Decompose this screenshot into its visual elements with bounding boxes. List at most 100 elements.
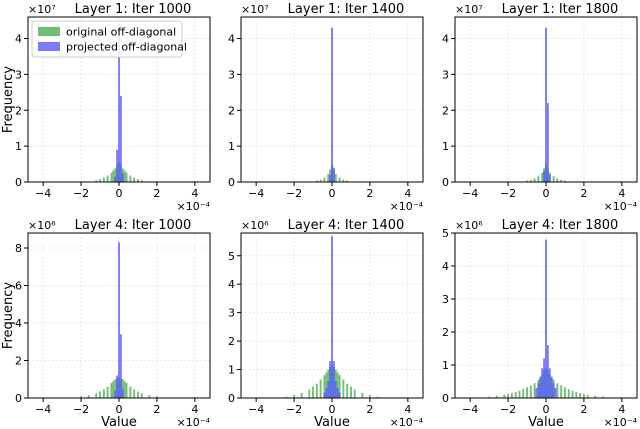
histogram-bar bbox=[137, 179, 139, 182]
histogram-bar bbox=[285, 396, 288, 398]
y-tick-label: 3 bbox=[442, 293, 449, 306]
histogram-bar bbox=[338, 177, 341, 182]
x-tick-label: 0 bbox=[116, 187, 123, 200]
y-tick-label: 2 bbox=[442, 326, 449, 339]
y-tick-label: 4 bbox=[228, 278, 235, 291]
histogram-bar bbox=[368, 395, 371, 398]
x-offset-label: ×10⁻⁴ bbox=[177, 416, 211, 429]
y-tick-label: 2 bbox=[442, 104, 449, 117]
legend-label: projected off-diagonal bbox=[66, 41, 187, 54]
histogram-bar bbox=[323, 392, 326, 398]
histogram-bar bbox=[342, 179, 345, 182]
x-tick-label: −4 bbox=[462, 187, 478, 200]
histogram-bar bbox=[137, 391, 139, 398]
histogram-bar bbox=[329, 174, 332, 182]
x-tick-label: −2 bbox=[286, 187, 302, 200]
histogram-bar bbox=[545, 239, 547, 398]
histogram-bar bbox=[552, 383, 555, 398]
y-tick-label: 1 bbox=[15, 140, 22, 153]
y-tick-label: 1 bbox=[442, 359, 449, 372]
histogram-bar bbox=[353, 389, 356, 398]
histogram-bar bbox=[118, 242, 120, 398]
x-offset-label: ×10⁻⁴ bbox=[177, 200, 211, 213]
legend-swatch bbox=[38, 42, 60, 51]
y-tick-label: 4 bbox=[228, 33, 235, 46]
histogram-bar bbox=[323, 177, 326, 182]
histogram-bar bbox=[118, 24, 120, 182]
y-offset-label: ×10⁷ bbox=[28, 3, 56, 16]
x-tick-label: 0 bbox=[329, 403, 336, 416]
histogram-bar bbox=[315, 180, 318, 182]
panel-title: Layer 1: Iter 1800 bbox=[502, 2, 619, 17]
histogram-bar bbox=[102, 389, 105, 398]
x-tick-label: −4 bbox=[248, 187, 264, 200]
y-tick-label: 0 bbox=[442, 392, 449, 405]
histogram-bar bbox=[327, 380, 330, 398]
chart-panel-1: −4 −2 0 2 4 0 1 2 3 4 ×10⁷ ×10⁻⁴ Layer 1: Iter 1000 F… bbox=[1, 2, 211, 213]
y-offset-label: ×10⁶ bbox=[28, 219, 56, 232]
histogram-bar bbox=[99, 391, 101, 398]
histogram-bar bbox=[336, 372, 339, 398]
histogram-bar bbox=[331, 27, 333, 183]
histogram-bar bbox=[125, 172, 128, 182]
x-offset-label: ×10⁻⁴ bbox=[604, 416, 638, 429]
histogram-bar bbox=[308, 389, 311, 398]
chart-panel-4: −4 −2 0 2 4 0 2 4 6 8 ×10⁶ ×10⁻⁴ Layer 4: Iter 1000 F… bbox=[1, 218, 211, 429]
histogram-bar bbox=[594, 395, 597, 398]
histogram-bar bbox=[121, 173, 124, 182]
histogram-bar bbox=[556, 178, 559, 182]
histogram-bar bbox=[123, 381, 126, 398]
y-tick-label: 4 bbox=[442, 260, 449, 273]
histogram-bar bbox=[319, 179, 322, 182]
x-tick-label: 4 bbox=[191, 187, 198, 200]
legend-box bbox=[31, 20, 183, 58]
histogram-bar bbox=[575, 392, 578, 398]
y-tick-label: 1 bbox=[228, 364, 235, 377]
histogram-bar bbox=[293, 395, 296, 398]
histogram-bar bbox=[346, 180, 349, 182]
y-tick-label: 8 bbox=[15, 242, 22, 255]
y-tick-label: 0 bbox=[15, 392, 22, 405]
histogram-bar bbox=[526, 180, 528, 182]
histogram-bar bbox=[114, 390, 117, 398]
histogram-bar bbox=[552, 176, 555, 182]
x-offset-label: ×10⁻⁴ bbox=[390, 416, 424, 429]
y-axis-label: Frequency bbox=[1, 282, 16, 349]
histogram-bar bbox=[510, 393, 513, 398]
histogram-bar bbox=[522, 389, 525, 398]
histogram-bar bbox=[346, 383, 349, 398]
histogram-bar bbox=[114, 168, 117, 182]
x-axis-label: Value bbox=[528, 415, 564, 429]
histogram-bar bbox=[507, 394, 510, 398]
histogram-bar bbox=[334, 174, 337, 182]
histogram-bar bbox=[539, 376, 542, 398]
histogram-bar bbox=[554, 388, 557, 398]
y-tick-label: 6 bbox=[15, 280, 22, 293]
histogram-bar bbox=[579, 393, 582, 398]
y-tick-label: 5 bbox=[442, 227, 449, 240]
histogram-bar bbox=[323, 375, 326, 398]
histogram-bar bbox=[300, 392, 303, 398]
histogram-bar bbox=[110, 172, 113, 182]
histogram-bar bbox=[564, 387, 566, 398]
x-tick-label: −2 bbox=[73, 403, 89, 416]
x-tick-label: 2 bbox=[580, 187, 587, 200]
x-tick-label: 4 bbox=[618, 403, 625, 416]
histogram-bar bbox=[543, 171, 546, 182]
panel-title: Layer 1: Iter 1000 bbox=[75, 2, 192, 17]
x-tick-label: −2 bbox=[73, 187, 89, 200]
histogram-bar bbox=[119, 95, 122, 182]
histogram-bar bbox=[545, 27, 547, 183]
histogram-bar bbox=[116, 149, 119, 182]
y-tick-label: 3 bbox=[228, 307, 235, 320]
histogram-bar bbox=[319, 379, 322, 398]
histogram-bar bbox=[529, 385, 532, 398]
histogram-bar bbox=[546, 103, 549, 182]
histogram-bar bbox=[518, 390, 521, 398]
histogram-bar bbox=[350, 386, 352, 398]
y-tick-label: 0 bbox=[15, 176, 22, 189]
x-tick-label: 4 bbox=[618, 187, 625, 200]
histogram-bar bbox=[535, 388, 538, 398]
histogram-bar bbox=[332, 167, 335, 182]
x-tick-label: 2 bbox=[153, 187, 160, 200]
